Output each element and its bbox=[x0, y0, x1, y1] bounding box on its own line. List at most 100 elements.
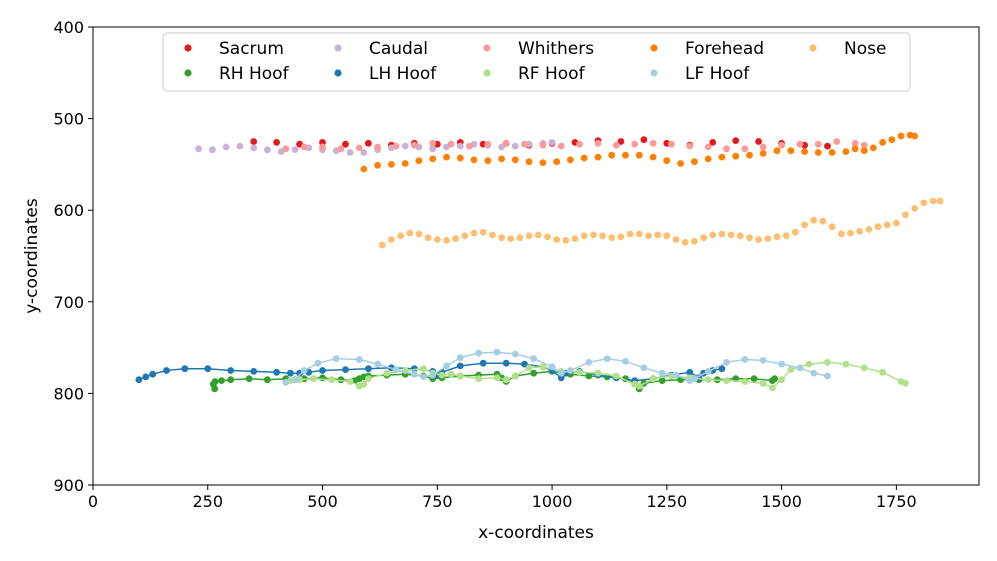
rf-hoof-point bbox=[493, 374, 501, 382]
forehead-point bbox=[429, 155, 437, 163]
lh-hoof-point bbox=[204, 365, 212, 373]
nose-point bbox=[470, 229, 478, 237]
nose-point bbox=[635, 230, 643, 238]
rf-hoof-point bbox=[525, 364, 533, 372]
nose-point bbox=[936, 197, 944, 205]
lf-hoof-point bbox=[704, 368, 712, 375]
whithers-point bbox=[355, 144, 363, 152]
nose-point bbox=[599, 232, 606, 240]
rf-hoof-point bbox=[759, 379, 767, 387]
legend-marker-lf-hoof bbox=[650, 69, 658, 77]
whithers-point bbox=[759, 143, 767, 151]
rf-hoof-point bbox=[902, 379, 909, 387]
caudal-point bbox=[456, 142, 464, 150]
forehead-point bbox=[374, 161, 381, 169]
nose-point bbox=[433, 236, 441, 243]
x-tick-label: 250 bbox=[192, 492, 223, 511]
rf-hoof-point bbox=[635, 382, 643, 390]
rf-hoof-point bbox=[612, 372, 620, 380]
nose-point bbox=[883, 221, 891, 229]
lf-hoof-point bbox=[810, 369, 818, 377]
lh-hoof-point bbox=[342, 366, 349, 373]
nose-point bbox=[443, 237, 450, 244]
nose-point bbox=[746, 234, 753, 242]
forehead-point bbox=[635, 151, 643, 159]
lf-hoof-point bbox=[291, 376, 299, 384]
forehead-point bbox=[539, 159, 547, 167]
rf-hoof-point bbox=[649, 375, 657, 383]
nose-point bbox=[902, 211, 909, 219]
whithers-point bbox=[741, 145, 749, 153]
x-tick-label: 1250 bbox=[646, 492, 687, 511]
lf-hoof-point bbox=[314, 359, 322, 367]
forehead-point bbox=[456, 154, 464, 162]
rh-hoof-point bbox=[264, 376, 271, 384]
forehead-point bbox=[649, 153, 657, 161]
forehead-point bbox=[888, 136, 896, 144]
lh-hoof-point bbox=[163, 367, 170, 374]
legend-box bbox=[162, 32, 911, 92]
nose-point bbox=[663, 232, 671, 240]
legend-label-rh-hoof: RH Hoof bbox=[219, 64, 290, 84]
nose-point bbox=[571, 235, 579, 243]
nose-point bbox=[498, 234, 505, 242]
rh-hoof-point bbox=[245, 375, 253, 383]
x-tick-label: 750 bbox=[422, 492, 453, 511]
caudal-point bbox=[498, 143, 505, 151]
rf-hoof-point bbox=[475, 375, 482, 383]
lf-hoof-point bbox=[410, 370, 418, 378]
plot-frame bbox=[92, 26, 980, 486]
forehead-point bbox=[746, 151, 753, 159]
y-tick-label: 400 bbox=[53, 18, 84, 37]
lf-hoof-point bbox=[741, 356, 749, 363]
lf-hoof-point bbox=[282, 379, 290, 386]
lf-hoof-point bbox=[691, 375, 698, 383]
lf-hoof-point bbox=[585, 358, 593, 366]
sacrum-point bbox=[342, 140, 349, 148]
nose-point bbox=[865, 226, 873, 233]
rf-hoof-point bbox=[310, 375, 317, 383]
legend-label-caudal: Caudal bbox=[369, 39, 428, 59]
forehead-point bbox=[580, 154, 588, 162]
rh-hoof-point bbox=[658, 377, 666, 384]
whithers-point bbox=[814, 140, 822, 148]
lh-hoof-point bbox=[479, 359, 487, 367]
caudal-point bbox=[429, 145, 437, 153]
nose-point bbox=[461, 232, 469, 240]
legend: Sacrum Caudal Whithers Forehead Nose RH Hoof L… bbox=[162, 32, 911, 92]
nose-point bbox=[847, 229, 854, 237]
nose-point bbox=[773, 233, 781, 241]
forehead-point bbox=[860, 147, 868, 155]
rf-hoof-point bbox=[502, 376, 510, 384]
lf-hoof-point bbox=[392, 366, 400, 373]
rf-hoof-point bbox=[346, 378, 354, 385]
nose-point bbox=[489, 231, 496, 239]
caudal-point bbox=[346, 149, 354, 156]
rf-hoof-point bbox=[594, 369, 602, 377]
caudal-point bbox=[360, 149, 368, 156]
rf-hoof-point bbox=[723, 377, 730, 384]
whithers-point bbox=[337, 145, 345, 153]
whithers-point bbox=[860, 141, 868, 149]
lf-hoof-point bbox=[548, 363, 556, 371]
nose-point bbox=[709, 231, 717, 239]
series-forehead bbox=[360, 131, 919, 173]
lh-hoof-point bbox=[135, 376, 143, 384]
lf-hoof-point bbox=[456, 354, 464, 362]
series-lf-hoof bbox=[282, 348, 831, 386]
forehead-point bbox=[911, 132, 919, 140]
nose-point bbox=[645, 232, 652, 240]
forehead-point bbox=[677, 160, 684, 167]
nose-point bbox=[562, 237, 570, 244]
caudal-point bbox=[195, 145, 203, 153]
legend-marker-whithers bbox=[483, 44, 491, 52]
nose-point bbox=[553, 236, 561, 243]
nose-point bbox=[406, 229, 414, 237]
whithers-point bbox=[668, 140, 675, 148]
forehead-point bbox=[828, 149, 836, 156]
lf-hoof-point bbox=[429, 371, 437, 379]
forehead-point bbox=[851, 145, 859, 153]
whithers-point bbox=[282, 145, 290, 153]
legend-label-lf-hoof: LF Hoof bbox=[685, 64, 750, 84]
